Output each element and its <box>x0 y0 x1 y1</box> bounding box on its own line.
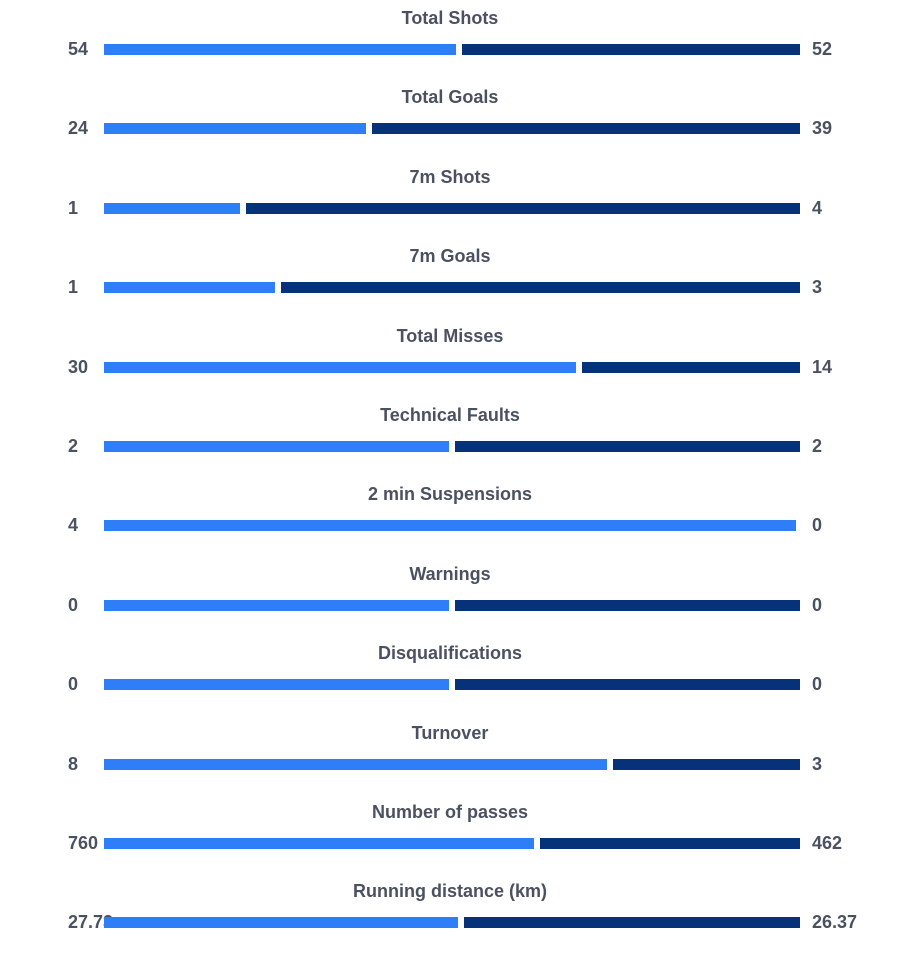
stat-row: Total Misses 30 14 <box>0 318 900 397</box>
right-bar <box>455 441 800 452</box>
left-bar <box>104 441 449 452</box>
right-bar <box>613 758 800 770</box>
stat-label: Turnover <box>411 722 489 743</box>
right-value: 462 <box>812 833 843 853</box>
left-value: 2 <box>68 436 79 456</box>
stat-row: Total Shots 54 52 <box>0 0 900 79</box>
right-value: 39 <box>812 118 833 139</box>
left-bar <box>104 361 576 373</box>
left-value: 0 <box>68 594 79 615</box>
right-bar <box>463 917 800 929</box>
left-bar <box>104 520 796 532</box>
right-bar <box>455 679 800 691</box>
left-bar <box>104 282 275 294</box>
right-value: 0 <box>812 515 823 536</box>
stat-label: Number of passes <box>371 802 529 822</box>
stat-row: Total Goals 24 39 <box>0 79 900 158</box>
stat-row: Warnings 0 0 <box>0 556 900 635</box>
stat-label: Total Misses <box>396 325 504 346</box>
right-bar <box>581 361 800 373</box>
left-bar <box>104 599 449 611</box>
left-bar <box>104 123 367 135</box>
left-value: 27.73 <box>68 912 114 933</box>
right-value: 0 <box>812 674 823 695</box>
right-bar <box>455 599 800 611</box>
stat-label: Technical Faults <box>380 405 520 425</box>
left-bar <box>104 679 449 691</box>
right-bar <box>281 282 800 294</box>
left-value: 30 <box>68 356 89 377</box>
left-value: 24 <box>68 118 89 139</box>
right-bar <box>246 202 800 214</box>
right-value: 4 <box>812 197 823 218</box>
right-value: 3 <box>812 277 823 298</box>
stat-label: Total Goals <box>401 87 499 108</box>
right-value: 0 <box>812 594 823 615</box>
right-value: 52 <box>812 39 833 59</box>
left-bar <box>104 44 456 55</box>
stat-row: Technical Faults 2 2 <box>0 397 900 476</box>
left-value: 4 <box>68 515 79 536</box>
stat-label: Disqualifications <box>377 643 523 664</box>
right-value: 2 <box>812 436 823 456</box>
stat-label: 7m Goals <box>409 246 491 267</box>
stat-label: 2 min Suspensions <box>367 484 533 505</box>
left-value: 8 <box>68 753 79 774</box>
left-bar <box>104 202 241 214</box>
left-value: 54 <box>68 39 89 59</box>
stat-label: Total Shots <box>401 8 499 28</box>
stat-row: 7m Goals 1 3 <box>0 238 900 317</box>
right-value: 26.37 <box>812 912 858 933</box>
left-bar <box>104 758 608 770</box>
stat-label: 7m Shots <box>409 166 491 187</box>
left-bar <box>104 838 534 849</box>
right-bar <box>461 44 800 55</box>
left-bar <box>104 917 458 929</box>
left-value: 1 <box>68 197 79 218</box>
right-bar <box>372 123 800 135</box>
left-value: 760 <box>68 833 99 853</box>
right-value: 3 <box>812 753 823 774</box>
stat-row: Disqualifications 0 0 <box>0 635 900 714</box>
stat-row: 2 min Suspensions 4 0 <box>0 476 900 555</box>
right-bar <box>539 838 800 849</box>
stat-row: Running distance (km) 27.73 26.37 <box>0 873 900 952</box>
stat-row: Number of passes 760 462 <box>0 794 900 873</box>
right-value: 14 <box>812 356 833 377</box>
stat-row: Turnover 8 3 <box>0 715 900 794</box>
left-value: 1 <box>68 277 79 298</box>
left-value: 0 <box>68 674 79 695</box>
stat-row: 7m Shots 1 4 <box>0 159 900 238</box>
stat-label: Warnings <box>409 563 491 584</box>
stat-label: Running distance (km) <box>352 881 547 902</box>
